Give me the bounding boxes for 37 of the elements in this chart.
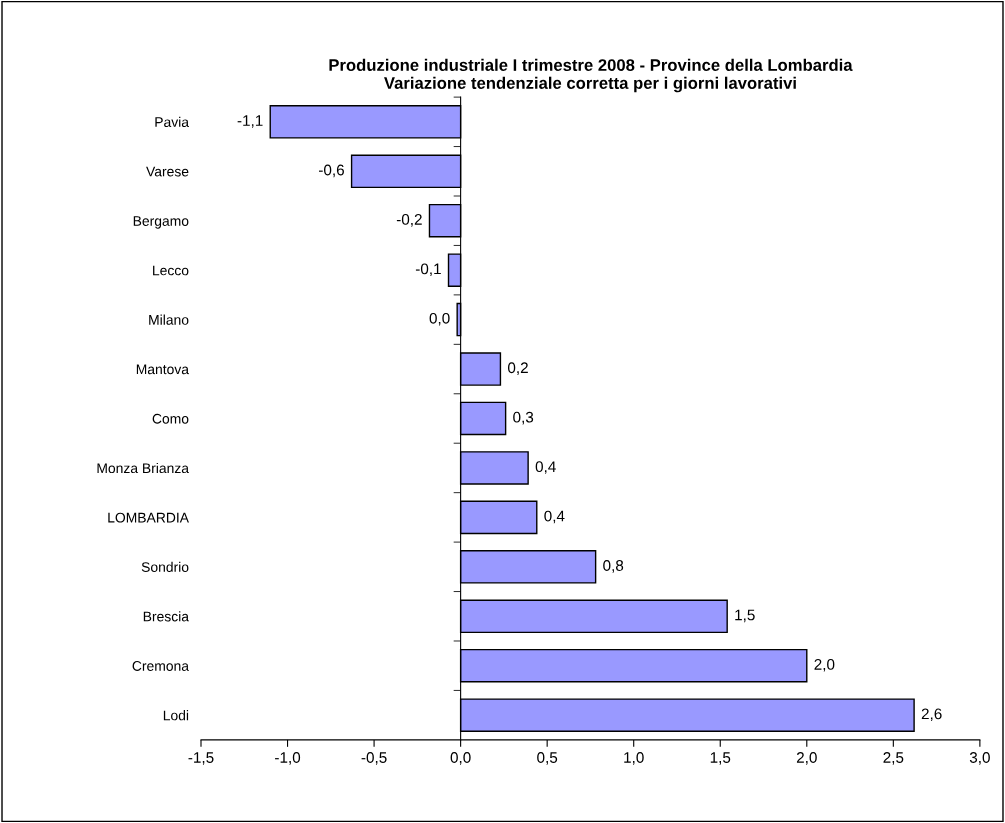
x-tick-label: -1,0 — [275, 752, 301, 765]
data-label: 2,0 — [814, 658, 835, 672]
y-tick-label: Como — [152, 413, 189, 424]
y-tick-label: Lecco — [153, 265, 189, 276]
y-tick-label: Cremona — [132, 661, 189, 671]
data-label: 2,6 — [921, 708, 942, 722]
y-tick-label: Brescia — [143, 611, 189, 622]
chart-title: Produzione industriale I trimestre 2008 - Province della Lombardia Variazione tendenziale corretta per i giorni lavorativi — [329, 58, 853, 93]
x-tick-label: 1,5 — [710, 752, 731, 765]
data-label: -0,2 — [396, 214, 422, 227]
data-label: 0,4 — [544, 510, 565, 524]
data-label: 0,0 — [429, 312, 450, 326]
x-tick-label: 2,0 — [796, 752, 817, 765]
y-tick-label: Monza Brianza — [97, 462, 189, 474]
data-label: 0,4 — [535, 461, 556, 474]
y-tick-label: Mantova — [136, 364, 189, 375]
y-tick-label: LOMBARDIA — [108, 512, 189, 523]
x-tick-label: 0,5 — [537, 752, 558, 765]
y-tick-label: Lodi — [163, 710, 189, 721]
data-label: -1,1 — [237, 115, 263, 128]
y-tick-label: Varese — [146, 166, 189, 177]
y-tick-label: Sondrio — [141, 561, 189, 572]
y-tick-label: Bergamo — [133, 216, 189, 229]
data-label: 0,2 — [507, 362, 528, 375]
y-tick-label: Milano — [149, 314, 189, 325]
x-tick-label: -0,5 — [361, 752, 387, 765]
y-tick-label: Pavia — [155, 116, 189, 127]
data-label: 0,3 — [513, 411, 534, 425]
data-label: 1,5 — [735, 609, 755, 623]
data-label: 0,8 — [603, 560, 624, 573]
x-tick-label: 0,0 — [450, 752, 471, 765]
data-label: -0,1 — [415, 263, 441, 277]
x-tick-label: 1,0 — [624, 752, 644, 765]
x-tick-label: -1,5 — [188, 752, 214, 765]
x-tick-label: 2,5 — [883, 752, 904, 765]
data-label: -0,6 — [318, 164, 344, 178]
x-tick-label: 3,0 — [969, 752, 990, 765]
